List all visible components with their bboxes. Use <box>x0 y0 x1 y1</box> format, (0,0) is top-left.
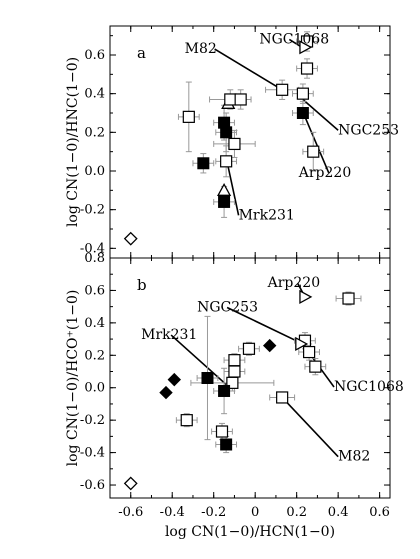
data-point-open-square <box>300 62 314 75</box>
panel-b: -0.6 -0.4 -0.2 0.0 0.2 0.4 0.6 0.8 -0.6 -0.4 -0.2 0… <box>65 251 404 540</box>
annotation-label: M82 <box>185 41 217 57</box>
data-point-open-triangle-up <box>216 182 232 196</box>
data-point-open-square <box>220 155 233 168</box>
x-tick-label: 0.4 <box>328 505 349 520</box>
y-tick-label: -0.2 <box>80 203 105 218</box>
data-point-filled-diamond <box>167 372 182 387</box>
y-axis-label: log CN(1−0)/HCO⁺(1−0) <box>65 290 81 467</box>
data-point-filled-square <box>220 438 233 451</box>
x-tick-label: 0.6 <box>369 505 390 520</box>
x-tick-label: 0.2 <box>286 505 307 520</box>
x-tick-label: -0.2 <box>201 505 226 520</box>
y-tick-label: 0.8 <box>84 251 105 266</box>
data-point-open-square <box>228 365 241 378</box>
x-tick-label: -0.4 <box>160 505 185 520</box>
annotation-label: Arp220 <box>267 275 321 291</box>
y-tick-label: 0.6 <box>84 283 105 298</box>
data-point-open-triangle-right <box>295 336 309 352</box>
annotation-leader-line <box>226 306 304 345</box>
data-point-open-square <box>296 87 309 100</box>
data-point-open-square <box>307 145 320 158</box>
panel-letter: b <box>137 276 147 294</box>
annotation-leader-line <box>302 98 339 131</box>
annotation-label: Arp220 <box>298 165 352 181</box>
annotation-label: Mrk231 <box>239 207 295 223</box>
annotation-leader-line <box>304 116 330 174</box>
x-tick-label: -0.6 <box>118 505 143 520</box>
data-point-open-square <box>309 360 322 373</box>
data-point-open-square <box>342 292 355 305</box>
data-point-open-diamond <box>123 231 138 246</box>
annotation-leader-line <box>170 334 227 386</box>
annotation-label: NGC1068 <box>334 379 404 395</box>
data-point-open-square <box>228 354 241 367</box>
annotation-label: NGC253 <box>338 122 399 138</box>
data-point-filled-diamond <box>262 338 277 353</box>
x-tick-label: 0 <box>251 505 259 520</box>
data-point-filled-square <box>218 384 231 397</box>
y-tick-label: -0.4 <box>80 446 105 461</box>
data-point-open-square <box>242 342 256 355</box>
y-tick-label: -0.2 <box>80 413 105 428</box>
data-point-open-square <box>228 137 241 151</box>
data-point-open-square <box>215 425 229 438</box>
plot-frame <box>109 257 391 499</box>
data-point-open-square <box>234 93 247 106</box>
data-point-open-square <box>224 93 237 106</box>
data-point-open-triangle-right <box>299 40 313 55</box>
panel-letter: a <box>137 44 146 62</box>
annotation-leader-line <box>214 48 283 91</box>
y-axis-label: log CN(1−0)/HNC(1−0) <box>65 57 81 227</box>
y-tick-label: 0.6 <box>84 48 105 63</box>
x-axis-label: log CN(1−0)/HCN(1−0) <box>165 524 335 540</box>
data-point-filled-square <box>218 195 231 208</box>
annotation-label: NGC253 <box>197 300 258 316</box>
annotation-label: NGC1068 <box>259 31 329 47</box>
y-tick-label: -0.4 <box>80 241 105 256</box>
annotation-leader-line <box>281 396 339 458</box>
data-point-open-square <box>180 414 193 427</box>
y-tick-label: 0.2 <box>84 348 105 363</box>
y-tick-label: 0.2 <box>84 125 105 140</box>
data-point-open-square <box>182 110 195 123</box>
data-point-open-square <box>276 391 289 404</box>
data-point-filled-diamond <box>159 385 173 400</box>
y-tick-label: 0.0 <box>84 381 105 396</box>
data-point-open-diamond <box>123 476 138 491</box>
data-point-open-square <box>276 83 289 96</box>
data-point-open-square <box>303 345 316 359</box>
annotation-leader-line <box>227 166 240 216</box>
y-tick-label: -0.6 <box>80 478 105 493</box>
data-point-open-triangle-right <box>299 289 313 305</box>
annotation-label: Mrk231 <box>141 327 197 343</box>
y-tick-label: 0.4 <box>84 316 105 331</box>
annotation-label: M82 <box>338 449 370 465</box>
y-tick-label: 0.0 <box>84 164 105 179</box>
data-point-filled-square <box>201 372 214 384</box>
data-point-filled-square <box>197 157 210 170</box>
data-point-open-square <box>226 376 239 389</box>
y-tick-label: 0.4 <box>84 87 105 102</box>
data-point-filled-square <box>220 126 233 139</box>
data-point-filled-square <box>296 107 309 119</box>
